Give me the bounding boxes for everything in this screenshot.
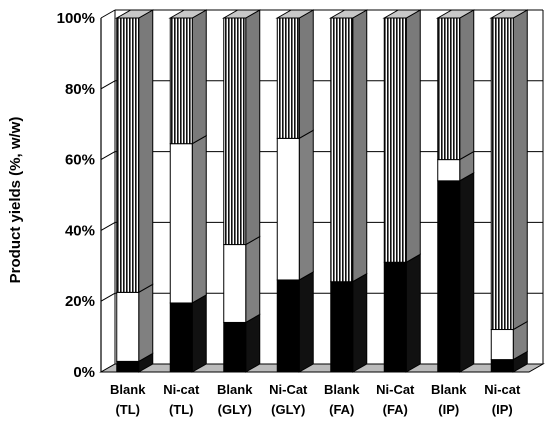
bar-segment-side — [191, 134, 207, 304]
chart-floor — [99, 363, 545, 373]
bar-segment-side — [352, 9, 368, 283]
bar-stack-5 — [382, 9, 423, 373]
y-tick-label: 60% — [65, 152, 95, 169]
x-category-label: Blank — [217, 382, 253, 397]
grid-layer — [99, 9, 545, 373]
bar-top-face — [489, 9, 530, 19]
bar-segment-side — [191, 294, 207, 373]
y-tick-label: 100% — [57, 10, 95, 27]
bar-segment — [330, 17, 354, 283]
bar-segment — [116, 360, 140, 373]
bar-segment — [276, 17, 300, 139]
grid-depth-line — [100, 9, 116, 19]
bar-segment-side — [459, 171, 475, 373]
bar-top-face — [114, 9, 155, 19]
x-category-label: Ni-Cat — [376, 382, 415, 397]
bar-segment — [490, 359, 514, 373]
bar-segment — [437, 180, 461, 373]
bar-segment-side — [512, 9, 528, 331]
bar-segment-side — [405, 253, 421, 373]
bar-segment-side — [352, 272, 368, 373]
x-category-sublabel: (TL) — [115, 402, 140, 417]
x-category-sublabel: (GLY) — [271, 402, 305, 417]
bar-stack-6 — [435, 9, 476, 373]
bar-segment — [276, 279, 300, 373]
bar-segment-side — [191, 9, 207, 145]
bar-segment-side — [138, 9, 154, 294]
x-category-label: Blank — [324, 382, 360, 397]
y-axis-title: Product yields (%, w/w) — [7, 117, 24, 284]
bars-layer — [114, 9, 530, 373]
bar-top-face — [435, 9, 476, 19]
bar-segment — [116, 17, 140, 293]
grid-depth-line — [100, 80, 116, 90]
bar-segment — [330, 281, 354, 373]
bar-stack-1 — [168, 9, 209, 373]
labels-layer: 0% 20% 40% 60% 80% 100% Blank (TL) Ni-cat (TL) Bla… — [57, 10, 521, 417]
bar-segment — [223, 17, 247, 246]
bar-top-face — [221, 9, 262, 19]
bar-segment-side — [298, 271, 314, 373]
bar-top-face — [382, 9, 423, 19]
bar-segment-side — [298, 129, 314, 281]
bar-stack-3 — [275, 9, 316, 373]
bar-stack-7 — [489, 9, 530, 373]
bar-segment — [169, 302, 193, 373]
bar-segment — [116, 291, 140, 362]
bar-segment — [437, 159, 461, 182]
x-category-sublabel: (FA) — [383, 402, 408, 417]
bar-segment — [223, 244, 247, 323]
x-category-label: Ni-cat — [163, 382, 200, 397]
bar-segment — [383, 261, 407, 373]
x-category-sublabel: (IP) — [492, 402, 513, 417]
bar-segment-side — [245, 235, 261, 324]
grid-depth-line — [100, 221, 116, 231]
x-category-label: Blank — [110, 382, 146, 397]
bar-segment — [169, 143, 193, 304]
y-tick-label: 0% — [73, 364, 95, 381]
bar-stack-4 — [328, 9, 369, 373]
bar-segment — [169, 17, 193, 145]
bar-stack-0 — [114, 9, 155, 373]
x-category-sublabel: (IP) — [438, 402, 459, 417]
x-category-label: Ni-Cat — [269, 382, 308, 397]
bar-segment-side — [298, 9, 314, 140]
bar-top-face — [168, 9, 209, 19]
y-tick-label: 80% — [65, 81, 95, 98]
bar-top-face — [328, 9, 369, 19]
x-category-sublabel: (GLY) — [218, 402, 252, 417]
bar-segment-side — [405, 9, 421, 264]
bar-top-face — [275, 9, 316, 19]
bar-segment — [437, 17, 461, 161]
bar-segment-side — [138, 283, 154, 363]
bar-segment — [490, 329, 514, 361]
bar-segment — [490, 17, 514, 331]
bar-stack-2 — [221, 9, 262, 373]
bar-segment-side — [245, 313, 261, 373]
x-category-label: Blank — [431, 382, 467, 397]
bar-segment — [383, 17, 407, 263]
grid-depth-line — [100, 292, 116, 302]
x-category-label: Ni-cat — [484, 382, 521, 397]
x-category-sublabel: (TL) — [169, 402, 194, 417]
bar-segment-side — [459, 9, 475, 161]
y-tick-label: 20% — [65, 293, 95, 310]
y-tick-label: 40% — [65, 222, 95, 239]
grid-depth-line — [100, 151, 116, 161]
bar-segment — [223, 321, 247, 373]
bar-segment-side — [245, 9, 261, 246]
x-category-sublabel: (FA) — [329, 402, 354, 417]
bar-segment — [276, 137, 300, 281]
